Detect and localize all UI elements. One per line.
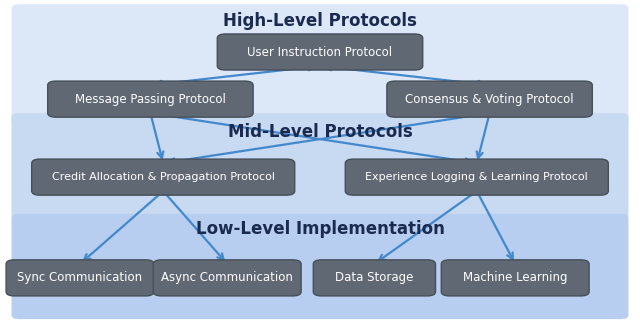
- Text: Low-Level Implementation: Low-Level Implementation: [196, 220, 444, 238]
- FancyBboxPatch shape: [6, 260, 154, 296]
- FancyBboxPatch shape: [346, 159, 609, 195]
- Text: Message Passing Protocol: Message Passing Protocol: [75, 93, 226, 106]
- FancyBboxPatch shape: [12, 4, 628, 127]
- Text: Sync Communication: Sync Communication: [17, 271, 143, 284]
- Text: Experience Logging & Learning Protocol: Experience Logging & Learning Protocol: [365, 172, 588, 182]
- FancyBboxPatch shape: [314, 260, 435, 296]
- Text: Data Storage: Data Storage: [335, 271, 413, 284]
- FancyBboxPatch shape: [218, 34, 423, 70]
- FancyBboxPatch shape: [387, 81, 593, 117]
- Text: High-Level Protocols: High-Level Protocols: [223, 12, 417, 30]
- FancyBboxPatch shape: [154, 260, 301, 296]
- Text: Consensus & Voting Protocol: Consensus & Voting Protocol: [405, 93, 574, 106]
- Text: User Instruction Protocol: User Instruction Protocol: [248, 46, 392, 58]
- Text: Async Communication: Async Communication: [161, 271, 293, 284]
- FancyBboxPatch shape: [12, 214, 628, 319]
- FancyBboxPatch shape: [32, 159, 295, 195]
- Text: Mid-Level Protocols: Mid-Level Protocols: [228, 123, 412, 141]
- FancyBboxPatch shape: [47, 81, 253, 117]
- Text: Machine Learning: Machine Learning: [463, 271, 568, 284]
- FancyBboxPatch shape: [442, 260, 589, 296]
- Text: Credit Allocation & Propagation Protocol: Credit Allocation & Propagation Protocol: [52, 172, 275, 182]
- FancyBboxPatch shape: [12, 113, 628, 218]
